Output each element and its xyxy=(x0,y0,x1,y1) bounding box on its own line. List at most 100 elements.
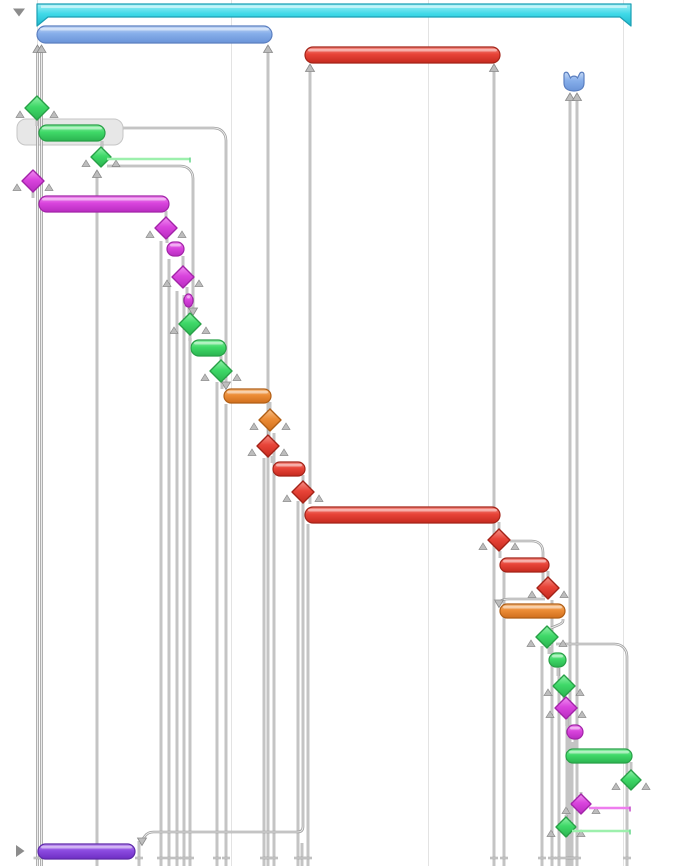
milestone-wing-arrow xyxy=(282,494,292,502)
short-task-bar[interactable] xyxy=(566,724,584,740)
short-task-bar[interactable] xyxy=(548,652,567,668)
task-bar[interactable] xyxy=(304,506,501,524)
project-summary-bar[interactable] xyxy=(36,3,632,27)
milestone-wing-arrow xyxy=(611,782,621,790)
short-task-bar[interactable] xyxy=(166,241,185,257)
task-layer xyxy=(21,3,642,860)
milestone[interactable] xyxy=(291,480,315,504)
milestone[interactable] xyxy=(552,674,576,698)
milestone-wing-arrow xyxy=(81,159,91,167)
milestone-wing-arrow xyxy=(641,782,651,790)
dependency-line-core xyxy=(510,540,544,597)
milestone[interactable] xyxy=(24,95,50,121)
milestone[interactable] xyxy=(171,265,195,289)
bar-highlight xyxy=(41,5,627,8)
milestone[interactable] xyxy=(154,216,178,240)
task-bar[interactable] xyxy=(190,339,227,357)
bar-highlight xyxy=(569,751,629,754)
milestone[interactable] xyxy=(536,576,560,600)
gridline-layer xyxy=(37,0,624,866)
milestone-wing-arrow xyxy=(281,422,291,430)
dependency-line-core xyxy=(556,643,628,866)
milestone-wing-arrow xyxy=(111,159,121,167)
bar-highlight xyxy=(227,391,268,394)
dependency-arrow xyxy=(304,63,316,72)
milestone-wing-arrow xyxy=(559,590,569,598)
milestone-wing-arrow xyxy=(545,710,555,718)
bar-highlight xyxy=(41,846,132,849)
dependency-arrow xyxy=(136,837,148,847)
collapsed-summary[interactable] xyxy=(563,71,585,92)
milestone-wing-arrow xyxy=(314,494,324,502)
bar-highlight xyxy=(308,49,497,52)
milestone-wing-arrow xyxy=(177,230,187,238)
milestone[interactable] xyxy=(21,169,45,193)
bar-highlight xyxy=(42,198,166,201)
task-bar[interactable] xyxy=(499,603,566,619)
milestone-wing-arrow xyxy=(201,326,211,334)
milestone[interactable] xyxy=(209,359,233,383)
milestone-wing-arrow xyxy=(543,688,553,696)
bar-highlight xyxy=(570,727,580,730)
dependency-arrow xyxy=(493,599,505,609)
milestone-wing-arrow xyxy=(478,542,488,550)
milestone-wing-arrow xyxy=(558,639,568,647)
bar-highlight xyxy=(503,560,546,563)
dependency-line-core xyxy=(550,619,564,629)
wing-layer xyxy=(12,110,651,837)
dependency-arrow xyxy=(36,44,47,53)
milestone-wing-arrow xyxy=(169,326,179,334)
milestone-wing-arrow xyxy=(12,183,22,191)
task-bar[interactable] xyxy=(36,25,273,44)
dependency-arrow xyxy=(220,381,232,391)
milestone[interactable] xyxy=(90,146,112,168)
bar-highlight xyxy=(276,464,302,467)
collapsed-task-bar[interactable] xyxy=(37,843,136,860)
milestone-wing-arrow xyxy=(15,110,25,118)
dependency-line-core xyxy=(123,127,227,384)
short-task-bar[interactable] xyxy=(183,293,194,308)
milestone-wing-arrow xyxy=(145,230,155,238)
task-bar[interactable] xyxy=(38,124,106,142)
milestone[interactable] xyxy=(535,625,559,649)
milestone-wing-arrow xyxy=(510,542,520,550)
bar-highlight xyxy=(503,606,562,609)
disclosure-triangle-expanded[interactable] xyxy=(13,8,25,17)
dependency-line xyxy=(140,502,305,841)
disclosure-triangle-collapsed[interactable] xyxy=(16,845,25,857)
task-bar[interactable] xyxy=(223,388,272,404)
bar-highlight xyxy=(170,244,181,247)
milestone[interactable] xyxy=(258,408,282,432)
task-bar[interactable] xyxy=(272,461,306,477)
milestone-wing-arrow xyxy=(162,279,172,287)
task-bar[interactable] xyxy=(499,557,550,573)
dependency-layer xyxy=(31,44,633,866)
bar-highlight xyxy=(308,509,497,512)
milestone[interactable] xyxy=(554,696,578,720)
dependency-line-core xyxy=(107,165,194,310)
milestone-wing-arrow xyxy=(247,448,257,456)
task-bar[interactable] xyxy=(565,748,633,764)
milestone-wing-arrow xyxy=(576,829,586,837)
dependency-arrow xyxy=(488,63,500,72)
task-bar[interactable] xyxy=(38,195,170,213)
milestone[interactable] xyxy=(487,528,511,552)
milestone[interactable] xyxy=(620,769,642,791)
bar-highlight xyxy=(552,655,563,658)
milestone[interactable] xyxy=(570,793,592,815)
milestone-wing-arrow xyxy=(575,688,585,696)
milestone[interactable] xyxy=(256,434,280,458)
dependency-arrow xyxy=(262,44,274,53)
milestone[interactable] xyxy=(178,312,202,336)
bar-highlight xyxy=(40,28,269,31)
bar-highlight xyxy=(187,296,190,299)
bar-highlight xyxy=(42,127,102,130)
milestone-wing-arrow xyxy=(527,590,537,598)
milestone-wing-arrow xyxy=(249,422,259,430)
task-bar[interactable] xyxy=(304,46,501,64)
milestone-wing-arrow xyxy=(194,279,204,287)
milestone[interactable] xyxy=(555,816,577,838)
milestone-wing-arrow xyxy=(546,829,556,837)
